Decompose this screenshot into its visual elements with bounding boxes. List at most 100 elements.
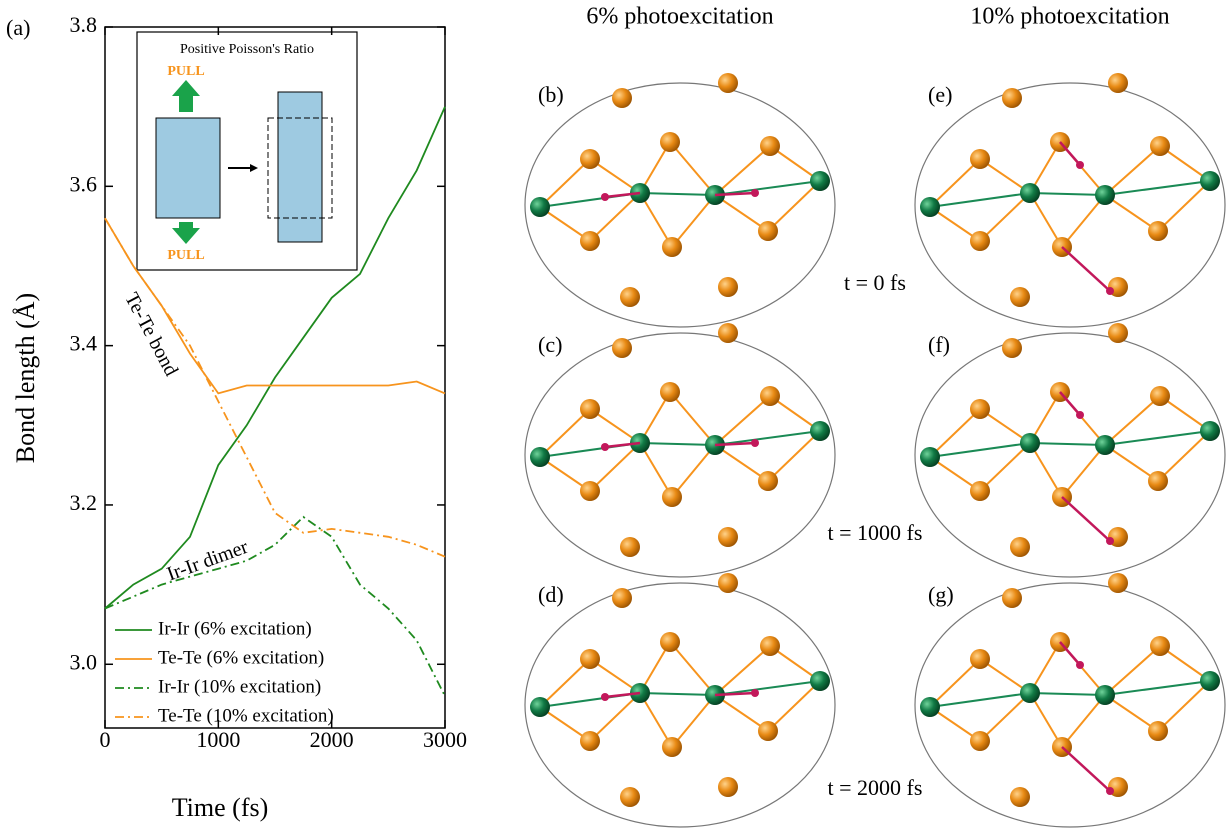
te-atom — [662, 737, 682, 757]
displacement-head — [1106, 787, 1114, 795]
te-atom — [580, 399, 600, 419]
te-atom — [970, 399, 990, 419]
displacement-arrow — [1062, 247, 1110, 291]
bond — [1105, 646, 1160, 695]
bond — [1105, 181, 1210, 195]
bond — [930, 659, 980, 707]
snapshot-frame — [525, 83, 835, 327]
legend-label: Te-Te (10% excitation) — [158, 705, 334, 726]
bond — [1062, 695, 1105, 747]
bond — [1105, 431, 1210, 445]
te-atom — [760, 136, 780, 156]
te-atom — [580, 481, 600, 501]
displacement-arrow — [1062, 747, 1110, 791]
te-atom — [620, 537, 640, 557]
ir-atom — [1020, 433, 1040, 453]
te-atom — [580, 649, 600, 669]
bond — [1062, 445, 1105, 497]
te-atom — [1150, 636, 1170, 656]
inset-title: Positive Poisson's Ratio — [180, 42, 314, 57]
te-atom — [1108, 573, 1128, 593]
bond — [768, 181, 820, 231]
bond — [1158, 431, 1210, 481]
displacement-arrow — [1062, 497, 1110, 541]
te-atom — [1002, 88, 1022, 108]
bond — [1062, 195, 1105, 247]
displacement-arrow — [1060, 642, 1080, 665]
column-title: 10% photoexcitation — [970, 4, 1169, 30]
displacement-head — [1076, 661, 1084, 669]
panel-label: (d) — [538, 582, 564, 607]
te-atom — [1148, 471, 1168, 491]
bond — [1105, 146, 1160, 195]
panel-label: (f) — [928, 332, 950, 357]
ir-atom — [1095, 185, 1115, 205]
te-atom — [970, 149, 990, 169]
time-label: t = 1000 fs — [828, 520, 923, 545]
te-atom — [718, 573, 738, 593]
ir-atom — [920, 447, 940, 467]
te-atom — [1150, 136, 1170, 156]
te-atom — [1002, 338, 1022, 358]
ir-atom — [1020, 183, 1040, 203]
snapshot-frame — [915, 83, 1225, 327]
bond — [640, 443, 715, 445]
te-atom — [718, 777, 738, 797]
te-atom — [758, 471, 778, 491]
bond — [670, 392, 715, 445]
te-atom — [580, 149, 600, 169]
bond — [640, 693, 715, 695]
te-atom — [660, 632, 680, 652]
annotation: Ir-Ir dimer — [164, 536, 251, 586]
te-atom — [1148, 721, 1168, 741]
displacement-arrow — [1060, 392, 1080, 415]
ir-atom — [1200, 671, 1220, 691]
bond — [930, 409, 980, 457]
displacement-head — [1076, 161, 1084, 169]
bond — [672, 695, 715, 747]
x-tick-label: 3000 — [423, 727, 467, 752]
ir-atom — [810, 421, 830, 441]
displacement-head — [1076, 411, 1084, 419]
displacement-head — [1106, 537, 1114, 545]
time-label: t = 2000 fs — [828, 775, 923, 800]
te-atom — [620, 287, 640, 307]
bond — [1030, 193, 1105, 195]
te-atom — [970, 731, 990, 751]
y-tick-label: 3.4 — [70, 331, 98, 356]
bond — [540, 159, 590, 207]
bond — [715, 646, 770, 695]
bond — [768, 681, 820, 731]
snapshot-frame — [525, 583, 835, 827]
y-axis-title: Bond length (Å) — [11, 293, 40, 463]
bond — [670, 142, 715, 195]
te-atom — [580, 731, 600, 751]
bond — [930, 193, 1030, 207]
bond — [1158, 681, 1210, 731]
bond — [672, 195, 715, 247]
bond — [980, 693, 1030, 741]
inset-label: PULL — [167, 64, 204, 79]
snapshot-frame — [915, 333, 1225, 577]
y-tick-label: 3.0 — [70, 649, 98, 674]
legend-label: Ir-Ir (10% excitation) — [158, 676, 321, 697]
ir-atom — [920, 197, 940, 217]
bond — [715, 146, 770, 195]
bond — [768, 431, 820, 481]
bond — [715, 431, 820, 445]
te-atom — [718, 73, 738, 93]
inset: Positive Poisson's Ratio PULL PULL — [137, 32, 357, 270]
te-atom — [1150, 386, 1170, 406]
te-atom — [760, 386, 780, 406]
bond — [590, 693, 640, 741]
te-atom — [970, 481, 990, 501]
te-atom — [1108, 73, 1128, 93]
te-atom — [1108, 323, 1128, 343]
snapshots: (b)(e)(c)(f)(d)(g)t = 0 fst = 1000 fst =… — [525, 73, 1225, 827]
te-atom — [612, 588, 632, 608]
te-atom — [660, 382, 680, 402]
displacement-head — [1106, 287, 1114, 295]
x-tick-label: 1000 — [196, 727, 240, 752]
panel-label: (e) — [928, 82, 952, 107]
x-axis-title: Time (fs) — [172, 793, 269, 822]
